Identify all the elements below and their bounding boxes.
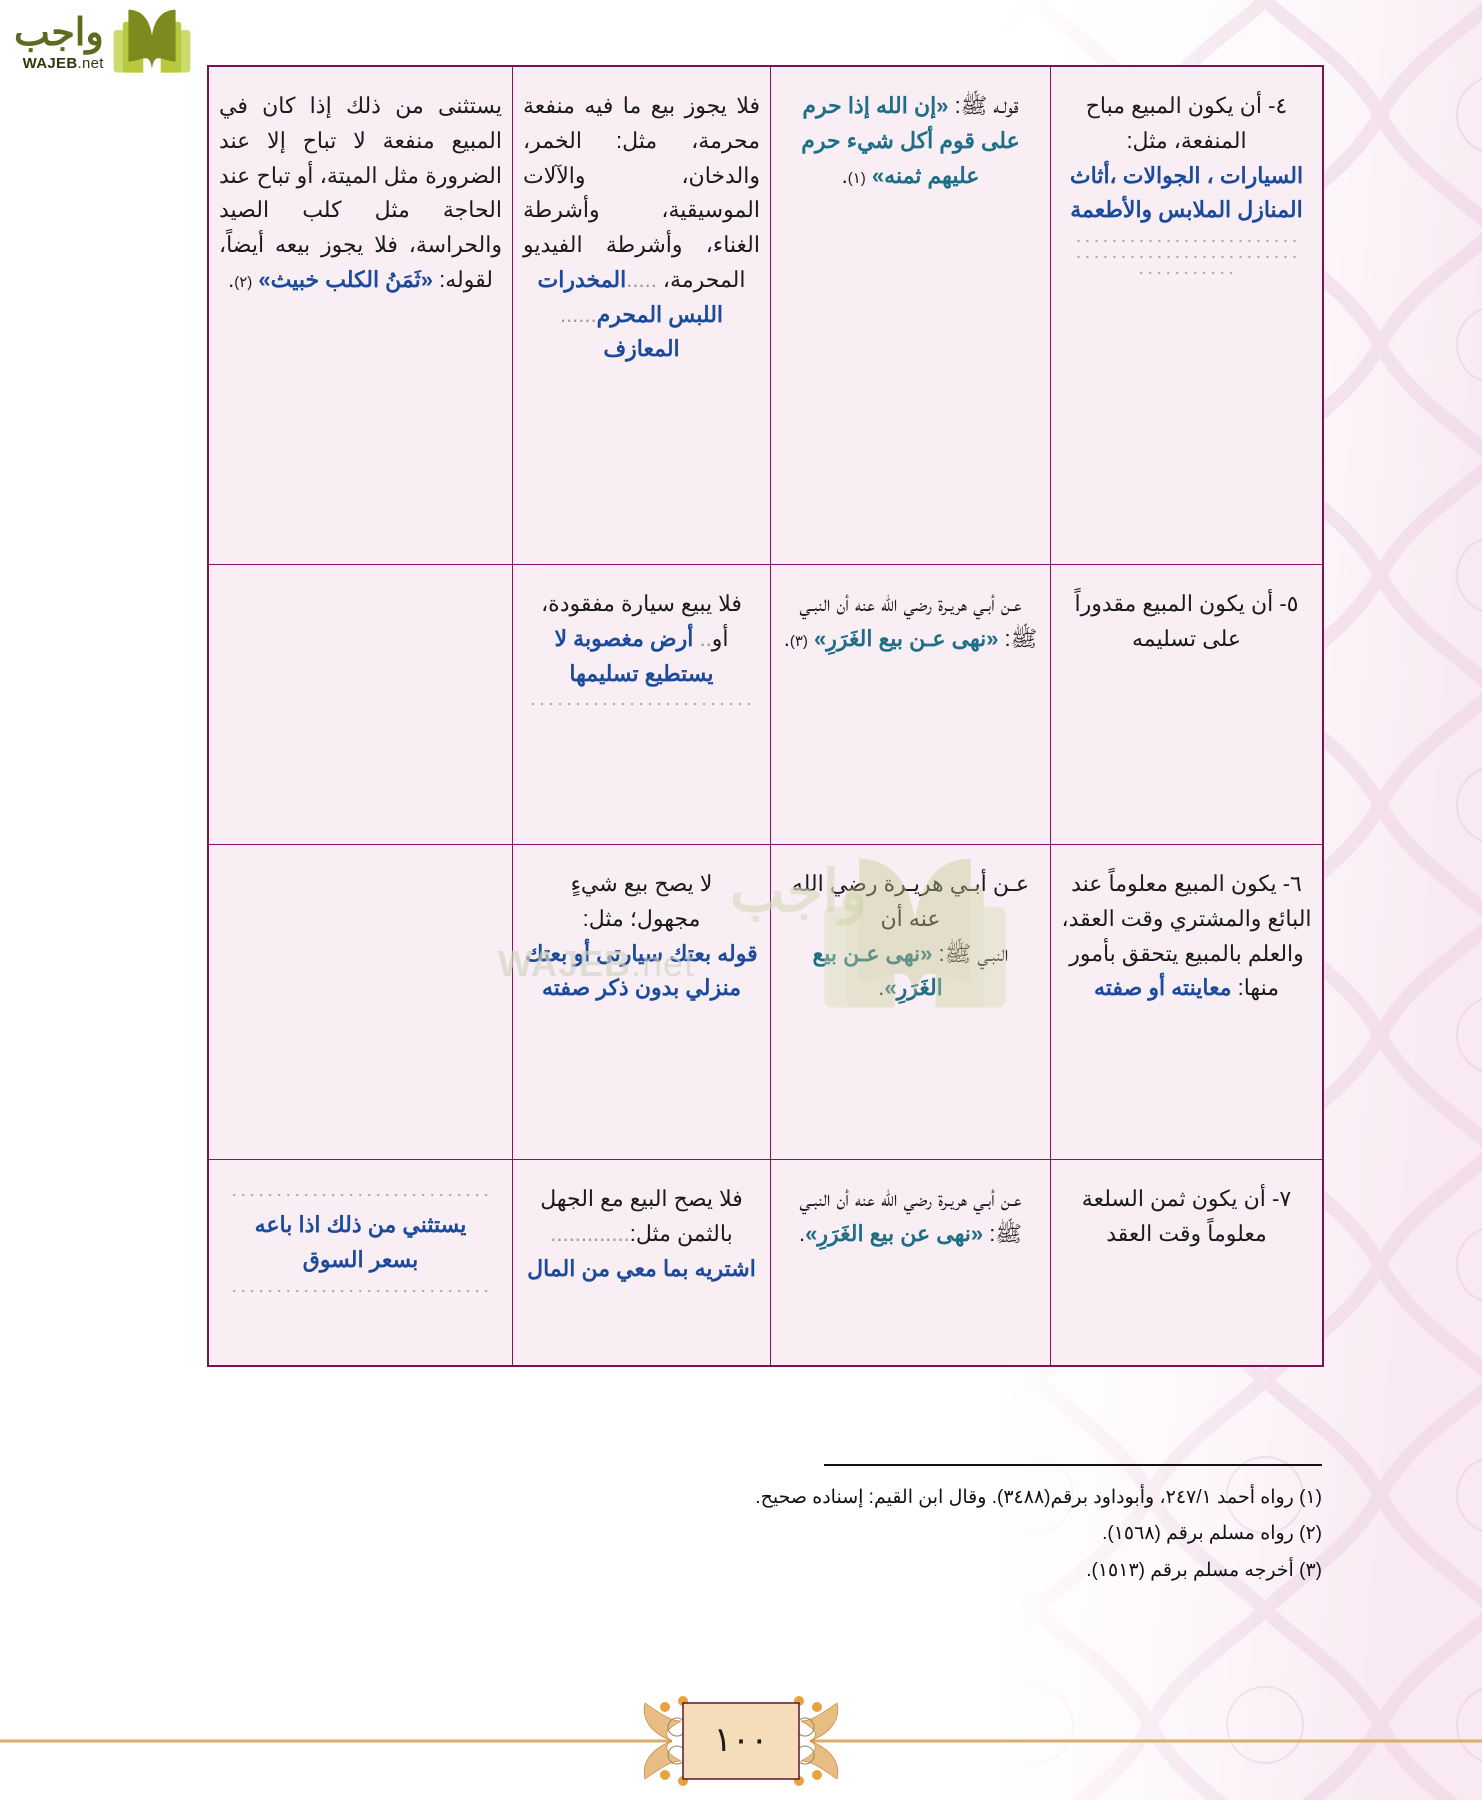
svg-text:١٠٠: ١٠٠	[714, 1721, 769, 1759]
